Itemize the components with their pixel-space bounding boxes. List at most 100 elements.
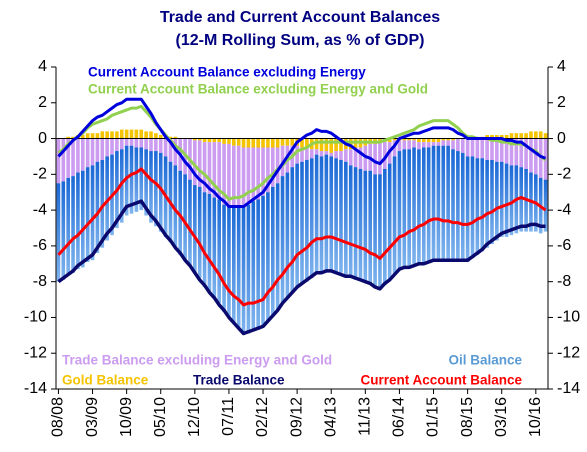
bar <box>417 142 421 150</box>
bar <box>105 156 109 241</box>
bar <box>256 147 260 200</box>
bar <box>431 142 436 146</box>
bar <box>480 138 485 159</box>
bar <box>314 154 319 273</box>
bar <box>251 147 256 202</box>
bar <box>529 131 533 139</box>
bar <box>305 147 309 161</box>
bar <box>378 138 382 143</box>
bar <box>202 138 207 143</box>
bar <box>256 138 260 148</box>
bar <box>334 151 338 159</box>
bar <box>227 138 231 144</box>
y-tick-label: -10 <box>24 309 47 326</box>
bar <box>456 151 460 262</box>
bar <box>144 149 148 216</box>
bar <box>217 142 221 200</box>
bar <box>412 140 416 148</box>
bar <box>441 145 446 261</box>
bar <box>241 138 246 148</box>
bar <box>85 133 90 139</box>
bar <box>495 134 499 139</box>
bar <box>222 143 226 205</box>
bar <box>387 163 392 280</box>
bar <box>193 138 197 141</box>
bar <box>212 197 217 298</box>
plot-area: -14 -14 -12 -12 -10 -10 -8 -8 -6 -6 -4 -4 -2 -2 0 0 2 2 4 4… <box>24 58 580 437</box>
bar <box>246 204 251 334</box>
bar <box>300 161 304 284</box>
bar <box>436 145 441 261</box>
bar <box>80 138 85 171</box>
bar <box>441 140 446 146</box>
bar <box>363 145 368 171</box>
bar <box>490 138 494 161</box>
bar <box>305 138 309 148</box>
bar <box>426 138 431 143</box>
bar <box>119 138 124 150</box>
bar <box>144 131 148 139</box>
bar <box>480 158 485 252</box>
y-tick-label: -12 <box>24 344 47 361</box>
bar <box>373 174 377 288</box>
bar <box>378 174 382 289</box>
bar <box>270 147 275 187</box>
bar <box>441 138 446 141</box>
bar <box>339 160 343 273</box>
line-series <box>57 97 547 209</box>
bar <box>270 186 275 316</box>
bar <box>319 156 324 273</box>
chart-subtitle: (12-M Rolling Sum, as % of GDP) <box>176 32 425 49</box>
bar <box>417 138 421 143</box>
bar <box>490 134 494 139</box>
bar <box>509 165 514 236</box>
bar <box>222 204 226 313</box>
bar <box>348 149 353 166</box>
bar <box>100 160 105 248</box>
bar <box>202 192 207 288</box>
bar <box>246 138 251 148</box>
bar <box>353 167 358 280</box>
bar <box>149 131 153 139</box>
x-tick-label: 03/16 <box>493 397 510 437</box>
y-tick-label: -8 <box>33 273 47 290</box>
bar <box>256 199 260 330</box>
bar <box>383 168 387 286</box>
bar <box>426 147 431 262</box>
bar <box>76 172 80 270</box>
bar <box>261 138 265 148</box>
bar <box>456 138 460 152</box>
bar <box>344 149 348 162</box>
bar <box>266 138 270 148</box>
bar <box>231 206 236 323</box>
bar <box>392 140 397 157</box>
bar <box>66 138 70 178</box>
bar <box>319 151 324 157</box>
bar <box>241 206 246 334</box>
bar <box>95 161 100 254</box>
bar <box>485 138 489 161</box>
legend-entry: Oil Balance <box>448 353 522 368</box>
y-tick-label: 4 <box>38 58 47 75</box>
bar <box>421 142 426 148</box>
bar <box>231 138 236 146</box>
bar <box>158 152 163 232</box>
bar <box>222 138 226 144</box>
bar <box>261 147 265 196</box>
bar <box>295 163 299 288</box>
bar <box>309 158 314 279</box>
bar <box>154 138 158 152</box>
bar <box>417 149 421 266</box>
bar <box>314 138 319 150</box>
bar <box>412 147 416 264</box>
bar <box>504 138 509 164</box>
bar <box>368 170 373 284</box>
bar <box>426 142 431 148</box>
bar <box>95 133 100 139</box>
x-tick-label: 05/10 <box>152 397 169 437</box>
bar <box>110 138 114 155</box>
bar <box>105 138 109 157</box>
bar <box>519 138 524 168</box>
bar <box>363 170 368 282</box>
bar <box>217 199 221 304</box>
